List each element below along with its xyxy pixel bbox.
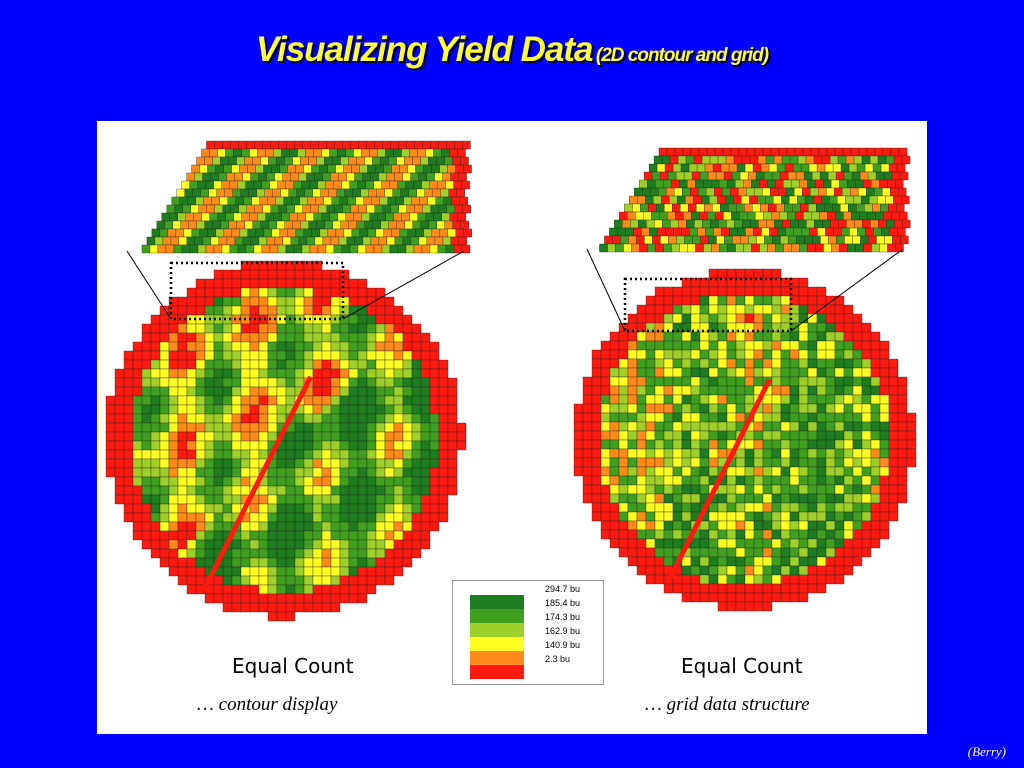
contour-zoom-box: [169, 261, 345, 321]
figure-panel: 294.7 bu 185.4 bu 174.3 bu 162.9 bu 140.…: [97, 121, 927, 734]
grid-zoom-line-left: [586, 248, 626, 332]
legend-swatch-4: [470, 637, 524, 651]
legend-swatch-5: [470, 651, 524, 665]
legend-label-2: 185.4 bu: [545, 598, 581, 608]
contour-map-inset: [141, 140, 473, 254]
legend-swatch-6: [470, 665, 524, 679]
grid-map-inset: [599, 147, 911, 253]
legend-swatch-1: [470, 595, 524, 609]
right-map-description: … grid data structure: [645, 694, 810, 715]
slide-title: Visualizing Yield Data (2D contour and g…: [0, 30, 1024, 70]
yield-legend: 294.7 bu 185.4 bu 174.3 bu 162.9 bu 140.…: [452, 580, 604, 685]
title-subtitle: (2D contour and grid): [595, 45, 769, 66]
title-main: Visualizing Yield Data: [255, 30, 594, 69]
legend-label-3: 174.3 bu: [545, 612, 581, 622]
legend-swatch-2: [470, 609, 524, 623]
right-map-caption: Equal Count: [681, 654, 803, 678]
yield-maps-graphic: [105, 140, 917, 622]
contour-zoom-line-right: [342, 250, 465, 320]
contour-zoom-line-left: [126, 250, 172, 320]
contour-map: [105, 260, 467, 622]
left-map-description: … contour display: [197, 694, 338, 715]
legend-swatch-3: [470, 623, 524, 637]
grid-map: [573, 268, 917, 612]
grid-zoom-box: [623, 277, 793, 333]
legend-label-1: 294.7 bu: [545, 584, 581, 594]
legend-label-5: 140.9 bu: [545, 640, 581, 650]
legend-label-6: 2.3 bu: [545, 654, 571, 664]
left-map-caption: Equal Count: [232, 654, 354, 678]
credit-text: (Berry): [967, 744, 1006, 759]
grid-zoom-line-right: [790, 248, 904, 332]
legend-label-4: 162.9 bu: [545, 626, 581, 636]
